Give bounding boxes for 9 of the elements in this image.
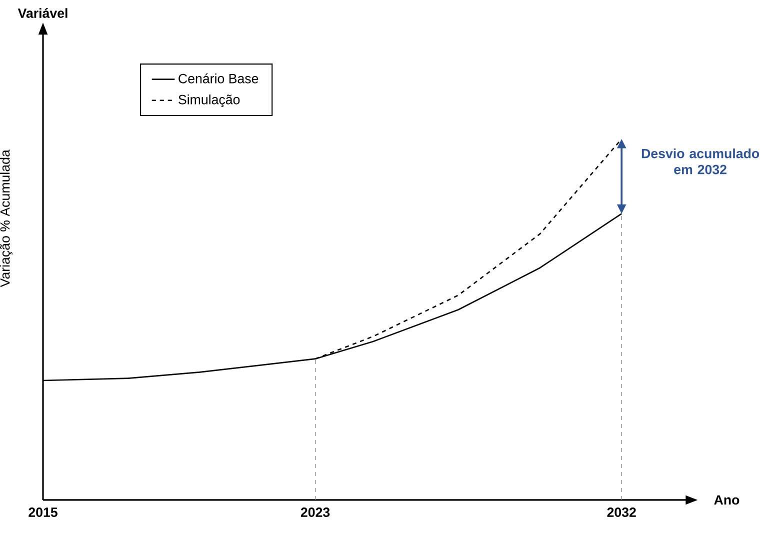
x-tick-label: 2032 [607, 508, 636, 517]
x-tick-label: 2015 [28, 508, 58, 517]
annotation: Desvio acumulado em 2032 [642, 148, 760, 174]
legend-label: Simulação [178, 94, 240, 108]
legend-label: Cenário Base [178, 73, 258, 84]
y-axis-title: Variação % Acumulada [0, 150, 12, 288]
x-tick-label: 2023 [300, 508, 330, 517]
text: Variável [18, 8, 68, 18]
x-axis-title: Ano [714, 495, 740, 505]
